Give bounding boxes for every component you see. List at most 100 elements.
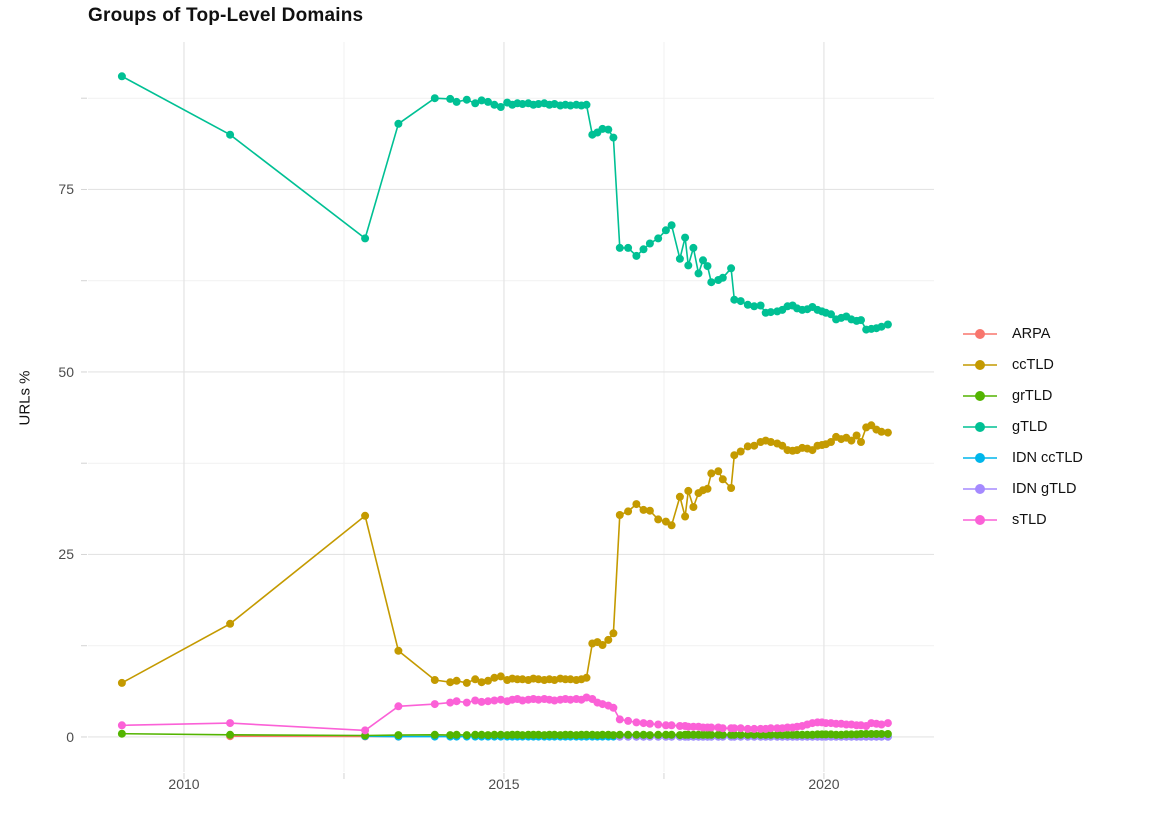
data-point-gtld [699, 256, 707, 265]
data-point-gtld [766, 308, 775, 317]
data-point-stld [661, 721, 670, 730]
data-point-cctld [707, 469, 716, 478]
data-point-cctld [718, 475, 727, 484]
data-point-gtld [598, 124, 607, 133]
data-point-cctld [484, 676, 492, 685]
data-point-cctld [430, 676, 439, 684]
x-tick-label-2015: 2015 [488, 776, 520, 792]
data-point-cctld [714, 467, 723, 476]
data-point-stld [750, 724, 759, 733]
legend: ARPA ccTLD grTLD gTLD IDN ccTLD IDN gTLD… [962, 323, 1083, 531]
data-point-stld [496, 695, 505, 704]
series-line-gtld [121, 75, 889, 331]
data-point-cctld [689, 503, 698, 511]
data-point-stld [471, 696, 480, 705]
data-point-grtld [446, 731, 455, 740]
x-tick-label-2010: 2010 [168, 776, 200, 792]
data-point-stld [615, 715, 624, 724]
data-point-stld [654, 720, 663, 729]
data-point-gtld [756, 301, 765, 310]
data-point-stld [743, 724, 752, 733]
data-point-grtld [394, 731, 403, 740]
data-point-gtld [624, 243, 633, 252]
data-point-gtld [518, 100, 527, 108]
data-point-cctld [582, 673, 591, 682]
data-point-cctld [654, 515, 663, 524]
data-point-gtld [694, 269, 703, 278]
data-point-grtld [430, 730, 439, 739]
data-point-cctld [462, 678, 471, 687]
data-point-stld [624, 716, 633, 725]
data-point-cctld [226, 619, 235, 628]
data-point-cctld [766, 438, 775, 446]
data-point-stld [667, 721, 676, 730]
data-point-cctld [736, 447, 745, 456]
data-point-grtld [639, 730, 648, 739]
data-point-grtld [667, 730, 676, 739]
data-point-cctld [446, 678, 455, 687]
y-tick-label-50: 50 [58, 363, 74, 380]
data-point-grtld [707, 730, 716, 739]
data-point-cctld [598, 641, 607, 649]
data-point-stld [477, 697, 486, 706]
data-point-cctld [684, 486, 693, 495]
data-point-stld [446, 698, 455, 707]
data-point-stld [883, 719, 892, 728]
data-point-stld [730, 724, 739, 733]
data-point-grtld [566, 730, 575, 739]
data-point-gtld [604, 125, 613, 134]
data-point-cctld [883, 428, 892, 437]
data-point-gtld [827, 310, 835, 319]
legend-key-icon [963, 391, 997, 401]
data-point-grtld [624, 730, 633, 739]
data-point-cctld [847, 436, 856, 445]
data-point-cctld [743, 442, 752, 451]
data-point-stld [609, 703, 618, 712]
legend-label: gTLD [1012, 419, 1048, 435]
data-point-cctld [624, 507, 633, 516]
data-point-stld [484, 697, 492, 706]
y-tick-label-25: 25 [58, 546, 74, 563]
data-point-gtld [534, 100, 543, 108]
data-point-cctld [518, 675, 527, 684]
legend-label: grTLD [1012, 388, 1053, 404]
data-point-cctld [604, 635, 613, 644]
data-point-gtld [452, 97, 461, 106]
data-point-stld [226, 719, 235, 728]
data-point-stld [645, 719, 654, 728]
legend-item-stld: sTLD [962, 509, 1083, 531]
data-point-gtld [394, 119, 403, 128]
data-point-gtld [477, 96, 486, 105]
data-point-gtld [490, 100, 499, 109]
data-point-stld [718, 724, 727, 733]
data-point-cctld [827, 438, 835, 446]
data-point-stld [534, 695, 543, 704]
data-point-cctld [778, 441, 787, 450]
data-point-grtld [452, 730, 461, 739]
data-point-gtld [667, 221, 676, 230]
data-point-gtld [632, 251, 641, 260]
data-point-gtld [883, 320, 892, 329]
data-point-gtld [645, 239, 654, 248]
data-point-cctld [632, 500, 641, 509]
data-point-stld [430, 700, 439, 709]
data-point-cctld [615, 511, 624, 519]
data-point-cctld [490, 673, 499, 682]
data-point-grtld [484, 731, 492, 740]
data-point-cctld [852, 431, 861, 440]
data-point-gtld [750, 302, 759, 311]
legend-key-icon [963, 329, 997, 339]
data-point-cctld [681, 512, 690, 521]
data-point-grtld [496, 730, 505, 739]
data-point-grtld [550, 730, 559, 739]
data-point-cctld [361, 511, 370, 520]
data-point-cctld [645, 506, 654, 515]
legend-label: sTLD [1012, 512, 1047, 528]
data-point-grtld [883, 730, 892, 738]
legend-item-idn-cctld: IDN ccTLD [962, 447, 1083, 469]
data-point-grtld [730, 730, 739, 739]
data-point-stld [117, 721, 126, 730]
data-point-stld [632, 718, 641, 727]
legend-key-icon [963, 484, 997, 494]
data-point-grtld [490, 730, 499, 739]
